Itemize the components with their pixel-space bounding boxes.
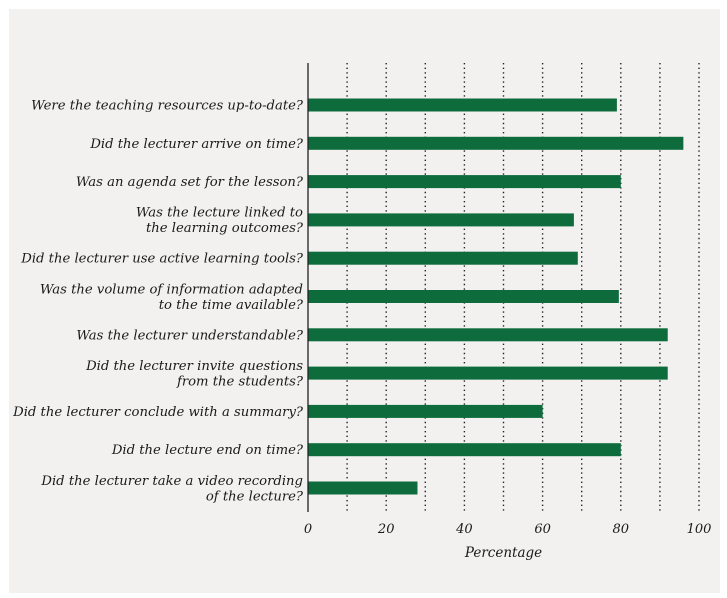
bar bbox=[308, 175, 621, 189]
bar bbox=[308, 366, 668, 380]
x-tick-label: 80 bbox=[613, 522, 630, 537]
bar bbox=[308, 328, 668, 342]
category-label: Was the lecture linked to the learning ou… bbox=[136, 206, 304, 237]
category-label: Was an agenda set for the lesson? bbox=[76, 175, 304, 190]
bar bbox=[308, 98, 617, 112]
bar bbox=[308, 251, 578, 265]
bar bbox=[308, 136, 684, 150]
x-tick-label: 0 bbox=[304, 522, 312, 537]
bar bbox=[308, 404, 543, 418]
category-labels: Were the teaching resources up-to-date? D… bbox=[12, 99, 304, 505]
category-label: Did the lecturer invite questions from th… bbox=[85, 359, 304, 390]
x-tick-label: 20 bbox=[377, 522, 395, 537]
bar bbox=[308, 443, 621, 457]
x-tick-labels: 0 20 40 60 80 100 bbox=[304, 522, 712, 537]
x-tick-label: 40 bbox=[455, 522, 473, 537]
bar-chart: Were the teaching resources up-to-date? D… bbox=[12, 63, 712, 561]
bar bbox=[308, 481, 418, 495]
x-tick-label: 60 bbox=[534, 522, 551, 537]
chart-panel: Were the teaching resources up-to-date? D… bbox=[9, 9, 720, 593]
x-tick-label: 100 bbox=[687, 522, 712, 537]
category-label: Did the lecturer conclude with a summary… bbox=[12, 405, 304, 420]
bars bbox=[308, 98, 684, 495]
category-label: Did the lecturer use active learning too… bbox=[20, 252, 304, 267]
category-label: Did the lecturer take a video recording o… bbox=[40, 474, 304, 505]
x-axis-title: Percentage bbox=[464, 545, 542, 561]
category-label: Was the lecturer understandable? bbox=[76, 328, 304, 343]
bar bbox=[308, 213, 574, 227]
category-label: Were the teaching resources up-to-date? bbox=[31, 99, 304, 114]
bar bbox=[308, 290, 619, 303]
category-label: Was the volume of information adapted to … bbox=[40, 282, 304, 313]
category-label: Did the lecturer arrive on time? bbox=[89, 137, 304, 152]
category-label: Did the lecture end on time? bbox=[111, 443, 304, 458]
